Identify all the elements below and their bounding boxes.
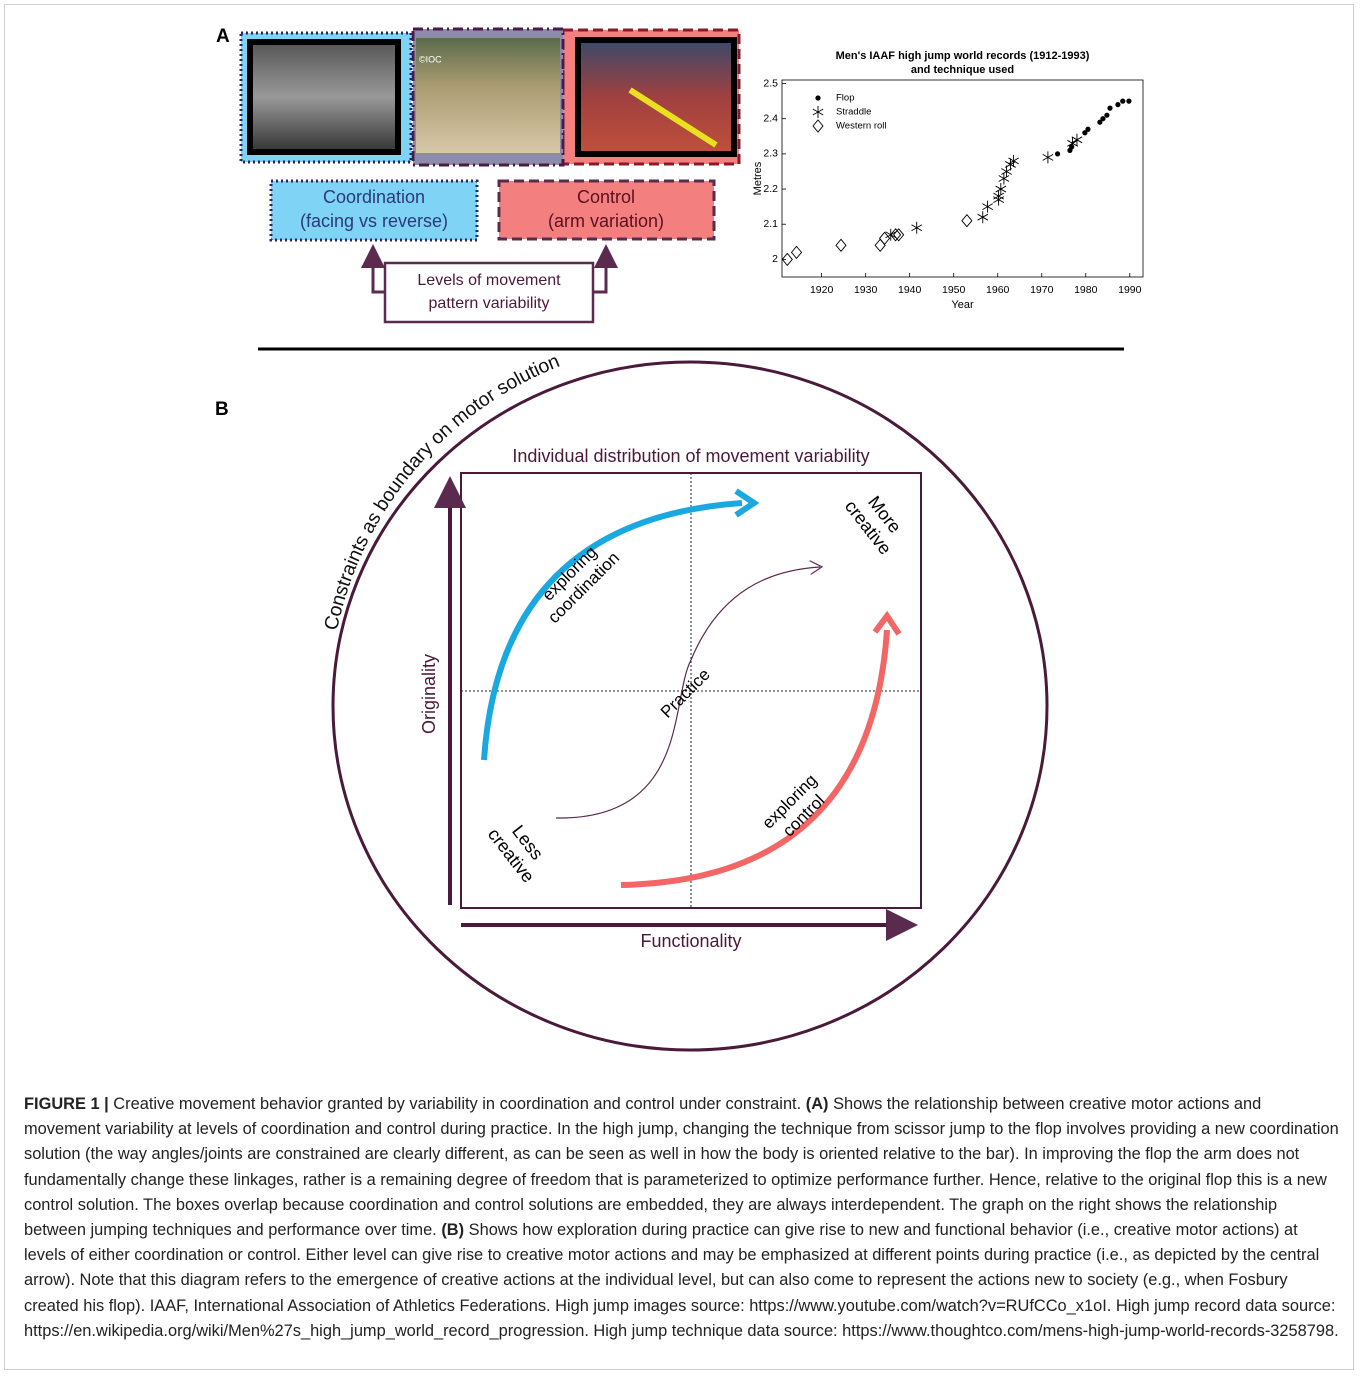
data-point (1055, 151, 1060, 156)
data-point (792, 246, 802, 258)
data-point (875, 239, 885, 251)
data-point (1115, 102, 1120, 107)
label-group: exploring coordination (530, 534, 623, 627)
legend-label: Western roll (836, 121, 887, 132)
x-tick-label: 1950 (942, 284, 966, 296)
x-tick-label: 1970 (1030, 284, 1054, 296)
data-point (894, 229, 904, 241)
x-tick-label: 1940 (898, 284, 922, 296)
x-tick-label: 1990 (1118, 284, 1142, 296)
connector (593, 250, 606, 292)
data-point (1085, 127, 1090, 132)
figure: A ©IOC Coordination (facing vs reverse) … (0, 0, 1360, 1080)
data-point (993, 190, 1003, 202)
box-label: (facing vs reverse) (300, 211, 448, 231)
axis-label: Originality (419, 654, 439, 734)
chart-title: and technique used (911, 64, 1014, 76)
connector (373, 250, 385, 292)
label-group: More creative (841, 483, 912, 558)
box-label: Coordination (323, 187, 425, 207)
axis-label: Functionality (640, 931, 741, 951)
photo (578, 40, 734, 154)
box-label: pattern variability (429, 295, 550, 312)
legend-marker (813, 106, 823, 118)
coordination-arrow (484, 503, 742, 760)
data-point (982, 201, 992, 213)
caption-text: Creative movement behavior granted by va… (113, 1095, 801, 1113)
y-tick-label: 2.1 (763, 218, 778, 230)
x-tick-label: 1960 (986, 284, 1010, 296)
label-group: Less creative (484, 811, 555, 886)
caption: FIGURE 1 | Creative movement behavior gr… (24, 1092, 1342, 1344)
data-point (996, 183, 1006, 195)
box-label: (arm variation) (548, 211, 664, 231)
panel-label: B (215, 399, 229, 420)
panel-label: A (216, 26, 230, 47)
y-tick-label: 2.5 (763, 77, 778, 89)
data-point (880, 232, 890, 244)
y-axis-label: Metres (752, 161, 764, 195)
y-tick-label: 2 (772, 253, 778, 265)
y-tick-label: 2.2 (763, 183, 778, 195)
data-point (1104, 113, 1109, 118)
box-label: Levels of movement (417, 272, 561, 289)
box-label: Control (577, 187, 635, 207)
data-point (836, 239, 846, 251)
data-point (1043, 151, 1053, 163)
page: { "panel_a": { "label": "A", "logo": "©I… (0, 0, 1360, 1376)
data-point (962, 215, 972, 227)
legend-marker (813, 120, 823, 132)
legend-marker (815, 95, 820, 100)
data-point (891, 229, 901, 241)
data-point (999, 173, 1009, 185)
x-tick-label: 1980 (1074, 284, 1098, 296)
x-axis-label: Year (951, 299, 974, 311)
legend-label: Straddle (836, 107, 871, 118)
x-tick-label: 1930 (854, 284, 878, 296)
control-arrow (621, 630, 887, 885)
data-point (978, 211, 988, 223)
square-title: Individual distribution of movement vari… (512, 446, 869, 466)
chart: Men's IAAF high jump world records (1912… (752, 50, 1143, 311)
x-tick-label: 1920 (810, 284, 834, 296)
data-point (1126, 99, 1131, 104)
chart-title: Men's IAAF high jump world records (1912… (836, 50, 1090, 62)
legend-label: Flop (836, 93, 854, 104)
data-point (1120, 99, 1125, 104)
photo-logo: ©IOC (419, 54, 442, 64)
caption-label: (A) (806, 1095, 829, 1113)
photo (250, 42, 398, 152)
data-point (1100, 116, 1105, 121)
data-point (912, 222, 922, 234)
caption-label: (B) (441, 1221, 464, 1239)
diagram-label: Practice (657, 665, 714, 722)
data-point (1107, 106, 1112, 111)
caption-label: FIGURE 1 | (24, 1095, 109, 1113)
y-tick-label: 2.3 (763, 148, 778, 160)
label-group: exploring control (758, 770, 834, 846)
y-tick-label: 2.4 (763, 112, 778, 124)
caption-text: Shows the relationship between creative … (24, 1095, 1339, 1239)
